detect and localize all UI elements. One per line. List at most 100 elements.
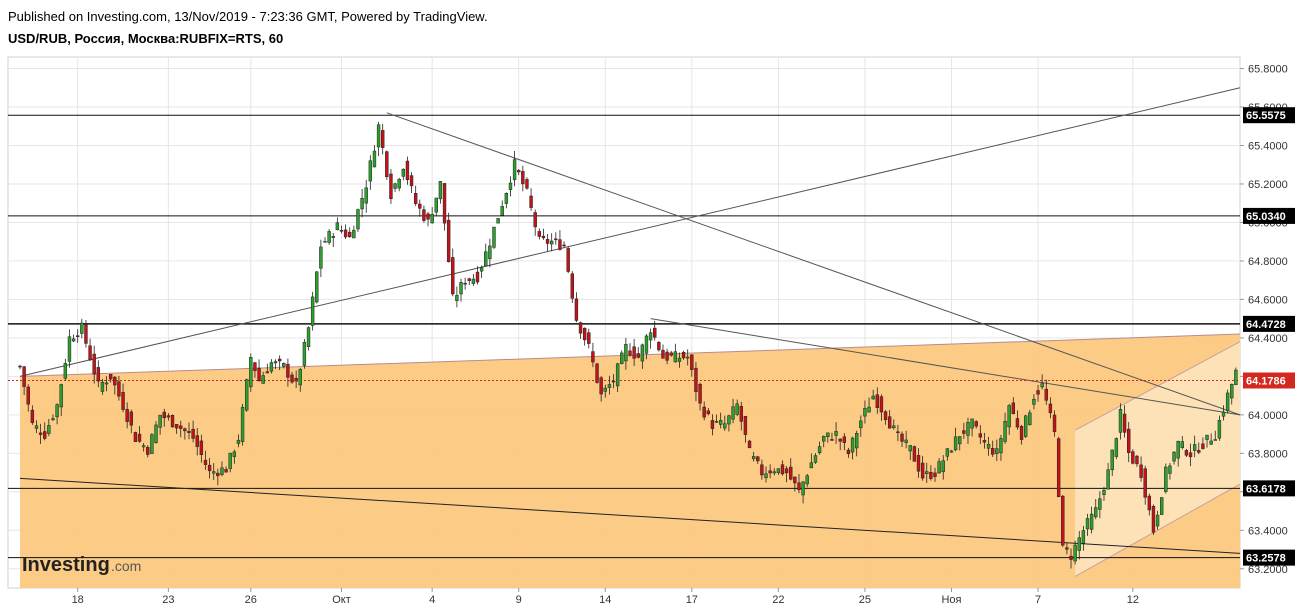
candle-body-up — [335, 222, 340, 231]
candle-body-down — [780, 464, 785, 475]
candle-body-down — [982, 440, 987, 443]
candle-body-down — [916, 455, 921, 472]
candle-body-up — [232, 451, 237, 457]
candle — [834, 422, 838, 444]
candle-body-up — [995, 448, 999, 454]
candle — [500, 200, 504, 217]
candle — [694, 362, 698, 402]
candle — [277, 355, 282, 371]
candle — [912, 445, 917, 462]
candle — [80, 318, 84, 339]
candle — [150, 432, 154, 454]
candle — [1197, 442, 1201, 455]
candle — [541, 228, 546, 240]
candle-body-down — [451, 257, 455, 295]
candle — [1176, 440, 1180, 467]
candle — [442, 183, 447, 231]
candle — [1077, 530, 1081, 560]
candle-body-down — [199, 440, 204, 455]
candle-body-down — [442, 183, 447, 224]
candle — [1172, 451, 1176, 465]
time-tick-label: Окт — [332, 594, 351, 606]
candle-body-down — [760, 464, 764, 476]
candle — [244, 378, 249, 412]
candle — [220, 461, 224, 477]
candle-body-down — [1143, 468, 1147, 498]
candle — [170, 414, 175, 428]
candle-body-down — [30, 409, 35, 423]
candle-body-up — [1205, 434, 1209, 440]
candle-body-up — [1225, 392, 1230, 411]
candle — [949, 449, 954, 453]
time-tick-label: 23 — [162, 594, 174, 606]
candle-body-up — [492, 226, 496, 248]
candle — [1201, 437, 1205, 450]
candle-body-down — [768, 470, 772, 474]
candle-body-up — [834, 431, 838, 436]
candle — [389, 169, 393, 204]
candle-body-down — [566, 248, 570, 272]
candle-body-down — [446, 219, 451, 263]
candle-body-up — [809, 462, 814, 469]
candle — [941, 455, 945, 480]
candle — [1131, 449, 1135, 465]
candle — [1102, 486, 1106, 501]
candle — [397, 177, 401, 192]
candle-body-down — [129, 411, 133, 426]
candle-body-up — [640, 344, 645, 362]
candle — [96, 360, 101, 388]
candle-body-up — [51, 418, 55, 420]
candle — [76, 329, 80, 343]
candle-body-up — [966, 422, 970, 436]
candle-body-up — [908, 445, 912, 452]
candle-body-up — [863, 407, 867, 417]
candle-body-up — [945, 448, 950, 457]
candle — [508, 176, 513, 197]
candle-body-up — [1217, 420, 1222, 439]
candle-body-up — [71, 338, 76, 342]
price-tick-label: 65.4000 — [1248, 141, 1288, 153]
candle-body-up — [723, 423, 727, 429]
candle — [315, 271, 319, 304]
candle-body-up — [47, 425, 51, 434]
candle — [475, 266, 480, 285]
trendline-support — [19, 477, 1241, 554]
candle-body-up — [941, 460, 945, 473]
level-label: 63.6178 — [1246, 483, 1286, 495]
candle-body-down — [739, 406, 743, 422]
candle-body-down — [183, 428, 187, 432]
candle — [999, 434, 1003, 461]
candle-body-down — [900, 433, 904, 442]
candle-body-up — [624, 343, 628, 362]
candle-body-down — [846, 449, 851, 455]
level-label-box — [1243, 207, 1295, 224]
candle-body-up — [1114, 438, 1119, 457]
candle — [640, 343, 645, 369]
candle — [1089, 506, 1094, 534]
candle-body-down — [533, 212, 537, 228]
candle — [348, 227, 352, 238]
candle — [273, 359, 278, 370]
candle-body-up — [504, 192, 509, 204]
candle-body-up — [331, 236, 335, 238]
candle — [615, 362, 620, 393]
candle — [360, 188, 364, 218]
candle — [327, 229, 331, 245]
candle-body-down — [426, 213, 430, 220]
candle — [953, 427, 958, 452]
candle-body-up — [751, 456, 756, 460]
candle — [1007, 403, 1011, 435]
candle-body-up — [1085, 518, 1090, 530]
candle-body-down — [174, 424, 179, 429]
candle — [714, 414, 719, 424]
candle-body-down — [121, 391, 125, 410]
time-tick-label: 22 — [772, 594, 784, 606]
candle-body-down — [125, 408, 129, 422]
candle — [978, 425, 983, 445]
candle — [1073, 540, 1077, 565]
time-tick-label: 4 — [429, 594, 435, 606]
candle — [653, 320, 657, 341]
channel-bottom-line — [1074, 483, 1241, 577]
candle-body-up — [813, 455, 818, 463]
candle — [920, 455, 925, 481]
